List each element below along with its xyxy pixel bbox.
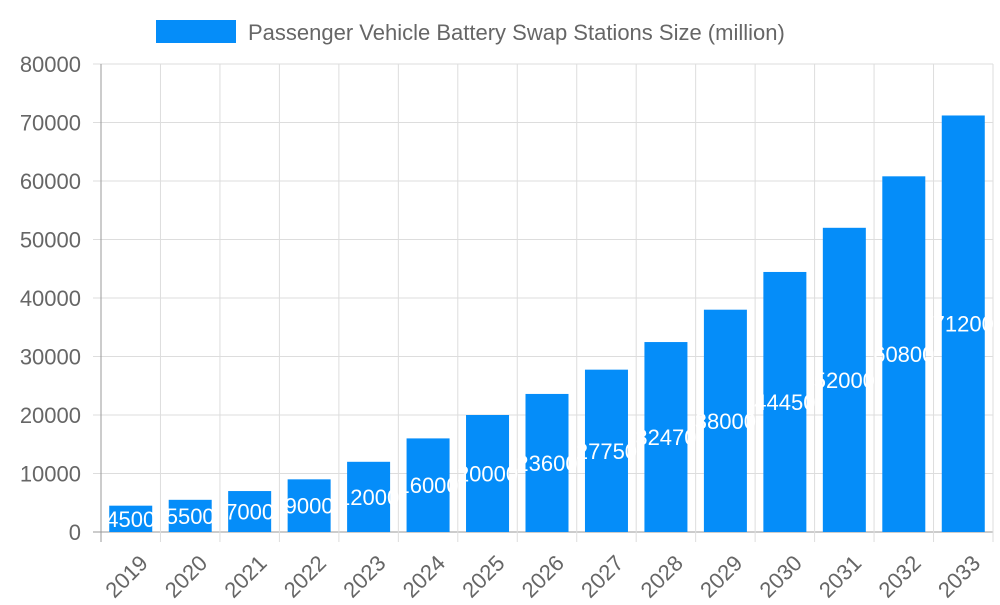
bar-2030 [763, 271, 807, 532]
legend-label: Passenger Vehicle Battery Swap Stations … [248, 20, 785, 45]
y-tick-label: 60000 [20, 169, 81, 194]
x-tick-label: 2031 [814, 550, 866, 600]
bar-2028 [644, 342, 688, 532]
x-tick-label: 2019 [100, 550, 152, 600]
bar-2020 [168, 499, 212, 532]
x-tick-label: 2021 [219, 550, 271, 600]
bar-2019 [109, 505, 153, 532]
y-tick-label: 40000 [20, 286, 81, 311]
bar-2022 [287, 479, 331, 532]
data-label: 4500 [106, 507, 155, 532]
bar-2025 [466, 415, 510, 532]
data-label: 71200 [933, 312, 994, 337]
data-label: 60800 [873, 342, 934, 367]
data-label: 5500 [166, 504, 215, 529]
x-tick-label: 2022 [279, 550, 331, 600]
bar-2031 [822, 227, 866, 533]
data-label: 20000 [457, 462, 518, 487]
x-tick-label: 2026 [517, 550, 569, 600]
x-tick-label: 2033 [933, 550, 985, 600]
y-tick-label: 10000 [20, 462, 81, 487]
bar-2021 [228, 491, 272, 532]
x-tick-label: 2024 [398, 550, 450, 600]
bar-2023 [347, 461, 391, 532]
data-label: 16000 [397, 473, 458, 498]
bar-2024 [406, 438, 450, 532]
y-tick-label: 70000 [20, 111, 81, 136]
x-tick-label: 2032 [873, 550, 925, 600]
bar-2026 [525, 393, 569, 532]
x-tick-label: 2025 [457, 550, 509, 600]
data-label: 9000 [285, 494, 334, 519]
x-tick-label: 2027 [576, 550, 628, 600]
bar-2032 [882, 176, 926, 532]
data-label: 23600 [516, 451, 577, 476]
y-tick-label: 50000 [20, 228, 81, 253]
data-label: 7000 [225, 500, 274, 525]
legend-swatch [156, 20, 236, 43]
x-tick-label: 2029 [695, 550, 747, 600]
data-label: 27750 [576, 439, 637, 464]
y-tick-label: 0 [69, 520, 81, 545]
data-label: 12000 [338, 485, 399, 510]
y-tick-label: 80000 [20, 52, 81, 77]
x-tick-label: 2023 [338, 550, 390, 600]
data-label: 32470 [635, 425, 696, 450]
x-tick-label: 2030 [755, 550, 807, 600]
bar-2029 [703, 309, 747, 532]
data-label: 38000 [695, 409, 756, 434]
data-label: 52000 [814, 368, 875, 393]
x-tick-label: 2020 [160, 550, 212, 600]
data-label: 44450 [754, 390, 815, 415]
y-tick-label: 20000 [20, 403, 81, 428]
bar-2033 [941, 115, 985, 532]
bar-2027 [584, 369, 628, 532]
y-tick-label: 30000 [20, 345, 81, 370]
legend[interactable]: Passenger Vehicle Battery Swap Stations … [156, 20, 785, 45]
x-tick-label: 2028 [636, 550, 688, 600]
